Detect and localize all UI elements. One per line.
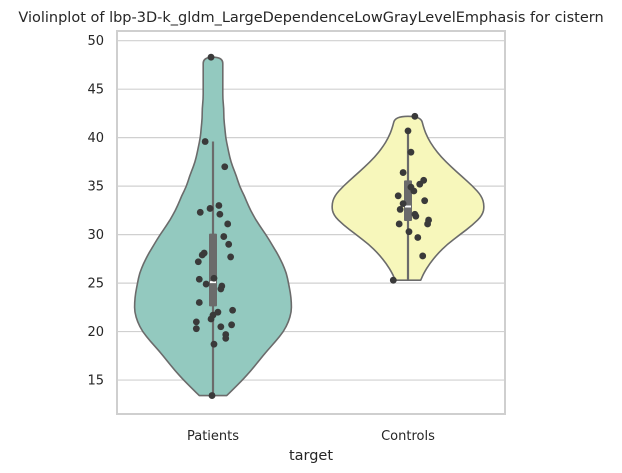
data-point (224, 220, 232, 228)
x-tick-label: Controls (381, 429, 435, 444)
y-tick-label: 40 (87, 131, 104, 146)
violin-controls (331, 112, 485, 284)
y-tick-label: 30 (87, 228, 104, 243)
data-point (207, 53, 215, 61)
data-point (421, 197, 429, 205)
data-point (210, 340, 218, 348)
axis-spines (116, 30, 506, 415)
data-point (207, 315, 215, 323)
data-point (414, 234, 422, 241)
y-tick-label: 50 (87, 34, 104, 49)
y-tick-label: 25 (87, 277, 104, 292)
data-point (396, 206, 404, 213)
data-point (208, 392, 216, 399)
data-point (228, 321, 236, 329)
data-point (220, 233, 228, 240)
iqr-box (404, 180, 412, 222)
data-point (216, 210, 224, 218)
y-axis-ticks: 15 20 25 30 35 40 45 50 (87, 34, 104, 388)
data-point (225, 240, 233, 248)
data-point (192, 318, 200, 326)
data-point (192, 325, 200, 333)
x-axis-ticks: Patients Controls (187, 429, 435, 444)
data-point (194, 258, 202, 266)
data-point (229, 306, 237, 314)
iqr-box (209, 233, 217, 307)
y-tick-label: 15 (87, 374, 104, 389)
data-point (217, 285, 225, 293)
data-point (201, 138, 209, 145)
data-point (419, 252, 427, 260)
chart-title: Violinplot of lbp-3D-k_gldm_LargeDepende… (18, 10, 603, 26)
y-tick-label: 20 (87, 325, 104, 340)
violin-patients (133, 53, 293, 399)
data-point (394, 192, 402, 200)
data-point (412, 212, 420, 220)
violins (133, 53, 485, 399)
data-point (222, 334, 230, 342)
data-point (196, 208, 204, 216)
data-point (195, 275, 203, 283)
data-point (198, 251, 206, 259)
data-point (210, 274, 218, 282)
y-tick-label: 35 (87, 180, 104, 195)
data-point (389, 276, 397, 284)
y-tick-label: 45 (87, 83, 104, 98)
data-point (404, 127, 412, 135)
data-point (221, 163, 229, 171)
data-point (214, 308, 222, 316)
data-point (206, 205, 214, 212)
data-point (217, 323, 225, 331)
plot-frame (116, 30, 506, 415)
data-point (407, 148, 415, 156)
x-tick-label: Patients (187, 429, 239, 444)
plot-area (116, 30, 506, 415)
data-point (227, 253, 235, 261)
data-point (410, 187, 418, 195)
data-point (411, 112, 419, 120)
data-point (395, 220, 403, 228)
data-point (195, 299, 203, 306)
data-point (424, 220, 431, 228)
data-point (215, 202, 223, 209)
data-point (399, 169, 407, 176)
data-point (416, 180, 424, 188)
data-point (202, 280, 210, 288)
x-axis-label: target (289, 448, 333, 464)
data-point (399, 200, 407, 207)
data-point (405, 228, 413, 236)
